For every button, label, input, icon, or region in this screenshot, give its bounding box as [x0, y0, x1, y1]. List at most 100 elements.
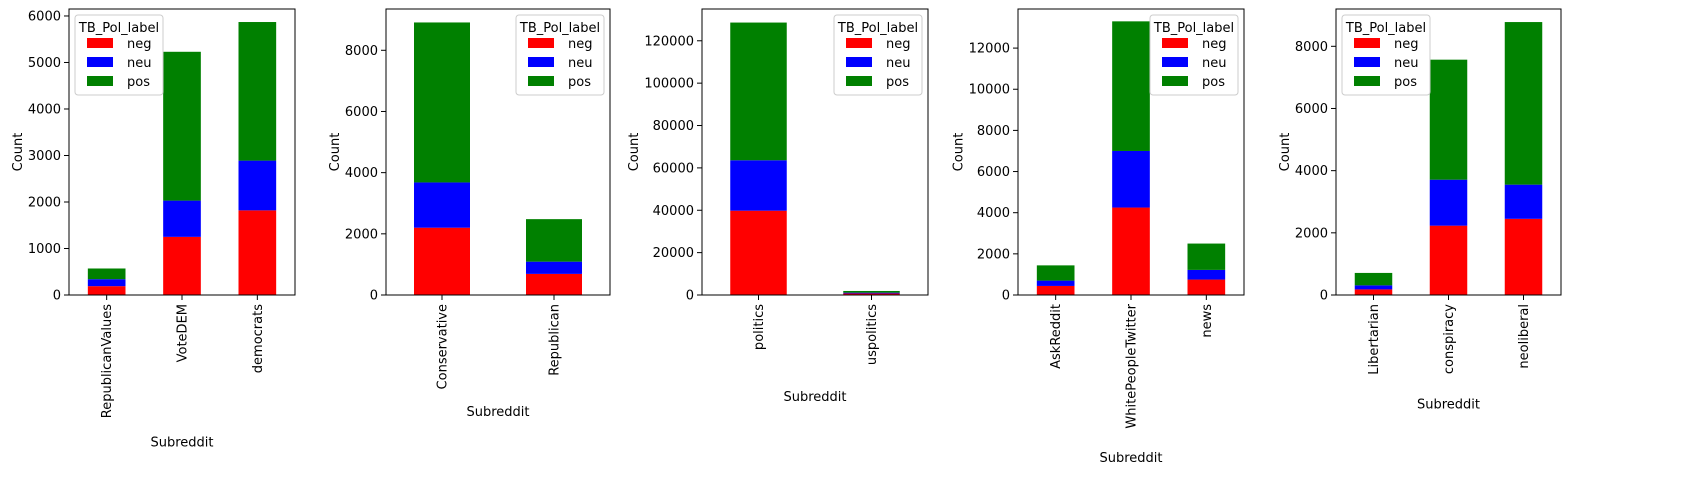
- legend-box: [515, 14, 605, 96]
- legend-entry-pos: pos: [1394, 75, 1417, 90]
- legend-entry-neu: neu: [127, 56, 151, 71]
- bar-neg-RepublicanValues: [87, 286, 126, 295]
- legend-entry-neu: neu: [886, 56, 910, 71]
- bar-neg-Libertarian: [1354, 289, 1393, 295]
- bar-neu-democrats: [238, 160, 277, 211]
- bar-neg-news: [1187, 279, 1226, 295]
- chart-panel-5: Libertarian conspiracy neoliberal 0 2000 4000…: [1278, 8, 1562, 413]
- y-tick-label: 2000: [345, 227, 378, 242]
- bar-pos-uspolitics: [843, 290, 900, 293]
- bar-pos-Libertarian: [1354, 272, 1393, 286]
- legend-swatch-neu: [1162, 57, 1188, 67]
- bar-neg-AskReddit: [1036, 285, 1075, 295]
- legend-entry-neg: neg: [1394, 37, 1419, 52]
- legend-entry-neu: neu: [568, 56, 592, 71]
- y-tick-label: 6000: [1295, 102, 1328, 117]
- bar-neu-news: [1187, 269, 1226, 280]
- bar-pos-neoliberal: [1504, 22, 1543, 185]
- x-tick-label: Libertarian: [1367, 304, 1382, 375]
- x-axis-title: Subreddit: [1417, 398, 1480, 413]
- chart-panel-4: AskReddit WhitePeopleTwitter news 0 2000 4000…: [952, 8, 1245, 466]
- legend-entry-neg: neg: [1202, 37, 1227, 52]
- bar-neg-uspolitics: [843, 293, 900, 295]
- legend-entry-neg: neg: [568, 37, 593, 52]
- bar-neu-Libertarian: [1354, 285, 1393, 290]
- bar-pos-democrats: [238, 22, 277, 161]
- y-tick-label: 2000: [977, 247, 1010, 262]
- legend-entry-pos: pos: [127, 75, 150, 90]
- bar-pos-politics: [730, 22, 787, 161]
- bar-neu-AskReddit: [1036, 280, 1075, 286]
- y-tick-label: 1000: [28, 242, 61, 257]
- bar-pos-VoteDEM: [163, 51, 201, 201]
- legend-entry-pos: pos: [1202, 75, 1225, 90]
- y-axis-title: Count: [952, 133, 967, 172]
- bar-pos-AskReddit: [1036, 265, 1075, 281]
- legend-swatch-neg: [1354, 38, 1380, 48]
- x-tick-label: neoliberal: [1517, 304, 1532, 369]
- bar-neg-conspiracy: [1429, 225, 1468, 295]
- y-tick-label: 3000: [28, 149, 61, 164]
- y-tick-label: 2000: [1295, 226, 1328, 241]
- x-tick-label: AskReddit: [1049, 304, 1064, 369]
- legend-swatch-neu: [846, 57, 872, 67]
- bar-neg-neoliberal: [1504, 218, 1543, 295]
- bar-neg-democrats: [238, 210, 277, 295]
- bar-neu-Conservative: [414, 182, 470, 228]
- x-tick-label: news: [1200, 304, 1215, 338]
- x-axis-title: Subreddit: [1099, 451, 1162, 466]
- legend-entry-neg: neg: [886, 37, 911, 52]
- legend-entry-neg: neg: [127, 37, 152, 52]
- y-tick-label: 0: [1002, 289, 1010, 304]
- y-axis-title: Count: [1278, 133, 1293, 172]
- legend-swatch-neg: [846, 38, 872, 48]
- bar-neg-VoteDEM: [163, 236, 201, 295]
- bar-pos-WhitePeopleTwitter: [1112, 21, 1150, 151]
- x-tick-label: uspolitics: [865, 304, 880, 365]
- legend-swatch-pos: [528, 76, 554, 86]
- y-axis-title: Count: [627, 133, 642, 172]
- x-tick-label: politics: [752, 304, 767, 350]
- x-tick-label: RepublicanValues: [100, 304, 115, 418]
- legend-title: TB_Pol_label: [78, 21, 159, 36]
- bar-neg-politics: [730, 210, 787, 295]
- legend-box: [1149, 14, 1239, 96]
- bar-neg-Conservative: [414, 227, 470, 295]
- bar-pos-Conservative: [414, 22, 470, 183]
- y-tick-label: 5000: [28, 56, 61, 71]
- x-tick-label: VoteDEM: [176, 304, 191, 362]
- chart-panel-3: politics uspolitics 0 20000 40000 60000 80000 1…: [627, 8, 929, 405]
- bar-neu-conspiracy: [1429, 179, 1468, 226]
- bar-neg-WhitePeopleTwitter: [1112, 207, 1150, 295]
- legend-swatch-neg: [87, 38, 113, 48]
- legend-box: [74, 14, 164, 96]
- bar-pos-conspiracy: [1429, 59, 1468, 180]
- axes-frame: [701, 8, 929, 296]
- legend-box: [833, 14, 923, 96]
- bar-pos-news: [1187, 243, 1226, 270]
- y-tick-label: 4000: [977, 206, 1010, 221]
- x-tick-label: democrats: [251, 304, 266, 373]
- y-tick-label: 6000: [28, 9, 61, 24]
- y-tick-label: 8000: [977, 124, 1010, 139]
- legend-swatch-neu: [1354, 57, 1380, 67]
- bar-neu-neoliberal: [1504, 184, 1543, 219]
- legend-swatch-neg: [1162, 38, 1188, 48]
- legend-swatch-pos: [1354, 76, 1380, 86]
- legend-entry-pos: pos: [886, 75, 909, 90]
- y-tick-label: 0: [686, 289, 694, 304]
- axes-frame: [68, 8, 296, 296]
- x-axis-title: Subreddit: [783, 390, 846, 405]
- legend-swatch-pos: [846, 76, 872, 86]
- y-tick-label: 8000: [345, 44, 378, 59]
- legend-swatch-pos: [1162, 76, 1188, 86]
- bar-neu-Republican: [526, 261, 582, 274]
- bar-neu-RepublicanValues: [87, 279, 126, 287]
- x-tick-label: Republican: [548, 304, 563, 376]
- axes-frame: [1335, 8, 1562, 296]
- bar-neu-VoteDEM: [163, 200, 201, 237]
